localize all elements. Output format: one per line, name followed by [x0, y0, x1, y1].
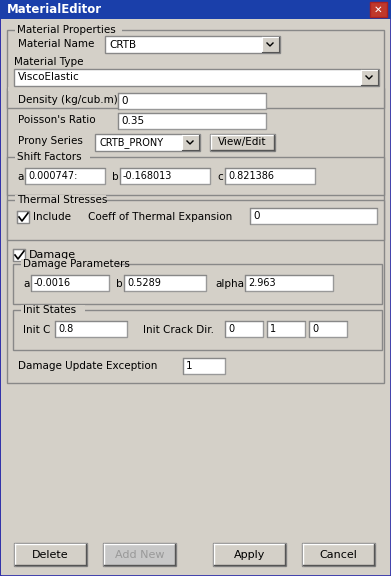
Text: 2.963: 2.963 [248, 278, 276, 288]
Bar [14, 69, 379, 86]
Bar [31, 275, 109, 291]
Bar [183, 358, 225, 374]
Text: CRTB: CRTB [109, 40, 136, 50]
Text: MaterialEditor: MaterialEditor [7, 3, 102, 16]
Bar [118, 113, 266, 129]
Text: Poisson's Ratio: Poisson's Ratio [18, 115, 96, 125]
Bar [262, 37, 279, 52]
Bar [182, 135, 199, 150]
Bar [245, 275, 333, 291]
Bar [250, 208, 377, 224]
Text: 0: 0 [312, 324, 318, 334]
Text: CRTB_PRONY: CRTB_PRONY [99, 137, 163, 148]
Bar [95, 134, 200, 151]
Text: Cancel: Cancel [319, 550, 357, 559]
Text: 1: 1 [186, 361, 193, 371]
Bar [14, 543, 87, 566]
Bar [210, 134, 275, 151]
Bar [267, 321, 305, 337]
Bar [225, 321, 263, 337]
Text: Init Crack Dir.: Init Crack Dir. [143, 325, 214, 335]
Bar [213, 543, 286, 566]
Bar [0, 0, 391, 19]
Text: b: b [116, 279, 123, 289]
Bar [120, 168, 210, 184]
Text: Include: Include [33, 212, 71, 222]
Bar [25, 168, 105, 184]
Bar [7, 157, 384, 195]
Bar [13, 249, 25, 261]
Text: a: a [17, 172, 23, 182]
Bar [124, 275, 206, 291]
Bar [7, 88, 384, 383]
Text: b: b [112, 172, 118, 182]
Text: Thermal Stresses: Thermal Stresses [17, 195, 108, 205]
Text: Damage Parameters: Damage Parameters [23, 259, 130, 269]
Bar [103, 543, 176, 566]
Text: 0.821386: 0.821386 [228, 171, 274, 181]
Text: Shift Factors: Shift Factors [17, 152, 82, 162]
Text: Damage: Damage [29, 250, 76, 260]
Bar [21, 259, 117, 269]
Text: Apply: Apply [234, 550, 265, 559]
Text: ✕: ✕ [374, 5, 383, 14]
Bar [118, 93, 266, 109]
Text: Delete: Delete [32, 550, 69, 559]
Bar [225, 168, 315, 184]
Bar [361, 70, 378, 85]
Text: Density (kg/cub.m): Density (kg/cub.m) [18, 95, 118, 105]
Text: 0.5289: 0.5289 [127, 278, 161, 288]
Bar [7, 30, 384, 108]
Text: 0: 0 [253, 211, 260, 221]
Text: c: c [217, 172, 223, 182]
Text: 0: 0 [228, 324, 234, 334]
Bar [105, 36, 280, 53]
Text: Material Properties: Material Properties [17, 25, 116, 35]
Text: ViscoElastic: ViscoElastic [18, 73, 80, 82]
Text: 0.8: 0.8 [58, 324, 73, 334]
Text: -0.0016: -0.0016 [34, 278, 71, 288]
Text: 0: 0 [121, 96, 127, 106]
Bar [7, 200, 384, 240]
Text: Init States: Init States [23, 305, 76, 315]
Bar [15, 25, 122, 35]
Bar [302, 543, 375, 566]
Bar [55, 321, 127, 337]
Bar [13, 310, 382, 350]
Bar [8, 87, 383, 91]
Text: Init C: Init C [23, 325, 50, 335]
Text: alpha: alpha [215, 279, 244, 289]
Bar [21, 305, 85, 315]
Text: Material Name: Material Name [18, 39, 94, 49]
Text: Material Type: Material Type [14, 57, 84, 67]
Text: 0.000747:: 0.000747: [28, 171, 77, 181]
Text: 0.35: 0.35 [121, 116, 144, 126]
Text: Add New: Add New [115, 550, 164, 559]
Text: -0.168013: -0.168013 [123, 171, 172, 181]
Bar [309, 321, 347, 337]
Text: 1: 1 [270, 324, 276, 334]
Bar [15, 152, 90, 162]
Bar [13, 264, 382, 304]
Bar [17, 211, 29, 223]
Text: Damage Update Exception: Damage Update Exception [18, 361, 157, 371]
Bar [15, 195, 106, 205]
Text: View/Edit: View/Edit [218, 138, 267, 147]
Text: a: a [23, 279, 29, 289]
Text: Prony Series: Prony Series [18, 136, 83, 146]
Text: Coeff of Thermal Expansion: Coeff of Thermal Expansion [88, 212, 232, 222]
Bar [370, 2, 387, 17]
